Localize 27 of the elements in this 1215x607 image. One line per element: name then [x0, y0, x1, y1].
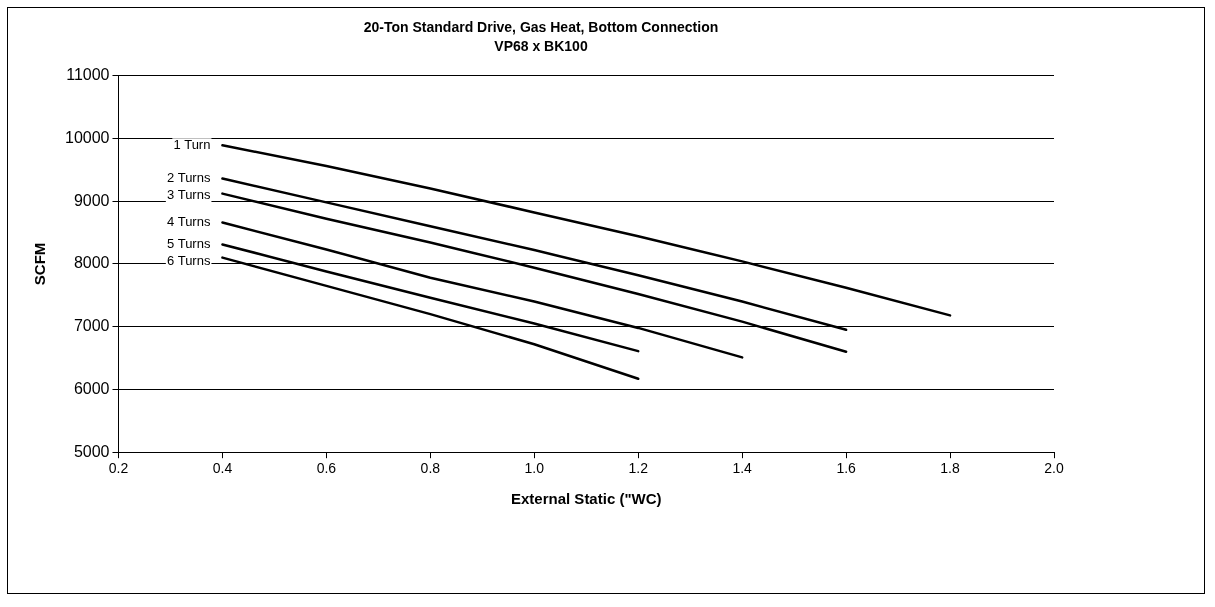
series-label: 2 Turns: [167, 170, 211, 186]
x-tick-label: 0.8: [420, 460, 441, 477]
series-label: 3 Turns: [167, 187, 211, 203]
x-tick-label: 0.2: [108, 460, 129, 477]
x-tick-label: 0.6: [316, 460, 337, 477]
x-tick-label: 1.6: [836, 460, 857, 477]
series-label: 5 Turns: [167, 236, 211, 252]
y-tick-label: 9000: [73, 191, 110, 209]
series-label: 6 Turns: [167, 253, 211, 269]
x-axis-title: External Static ("WC): [511, 490, 662, 508]
chart-title: 20-Ton Standard Drive, Gas Heat, Bottom Connection: [363, 19, 719, 36]
chart-subtitle: VP68 x BK100: [494, 38, 588, 55]
series-label: 1 Turn: [173, 136, 211, 152]
y-tick-label: 11000: [66, 66, 110, 84]
series-label: 4 Turns: [167, 214, 211, 230]
x-tick-label: 1.2: [628, 460, 649, 477]
y-axis-title: SCFM: [31, 242, 49, 286]
y-tick-label: 5000: [73, 442, 110, 460]
x-tick-label: 0.4: [212, 460, 233, 477]
x-tick-label: 1.4: [732, 460, 753, 477]
y-tick-label: 10000: [64, 128, 110, 146]
y-tick-label: 7000: [73, 317, 110, 335]
x-tick-label: 1.8: [940, 460, 960, 477]
x-tick-label: 1.0: [524, 460, 545, 477]
y-tick-label: 6000: [73, 379, 110, 397]
x-tick-label: 2.0: [1044, 460, 1064, 477]
y-tick-label: 8000: [73, 254, 110, 272]
